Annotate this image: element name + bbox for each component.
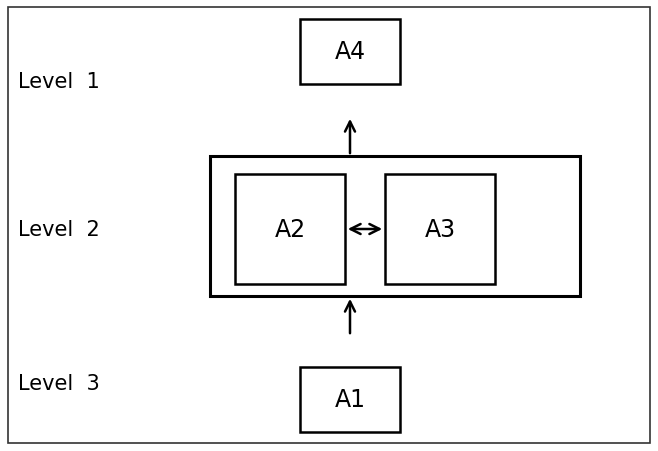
Text: A2: A2 [274,217,305,241]
Text: Level  3: Level 3 [18,373,100,393]
Bar [300,19,400,84]
Text: Level  1: Level 1 [18,72,100,92]
Text: A4: A4 [334,40,366,64]
Bar [210,156,580,296]
Text: Level  2: Level 2 [18,220,100,239]
Text: A1: A1 [334,387,365,411]
Bar [300,367,400,432]
Bar [385,175,495,285]
Text: A3: A3 [424,217,455,241]
Bar [235,175,345,285]
